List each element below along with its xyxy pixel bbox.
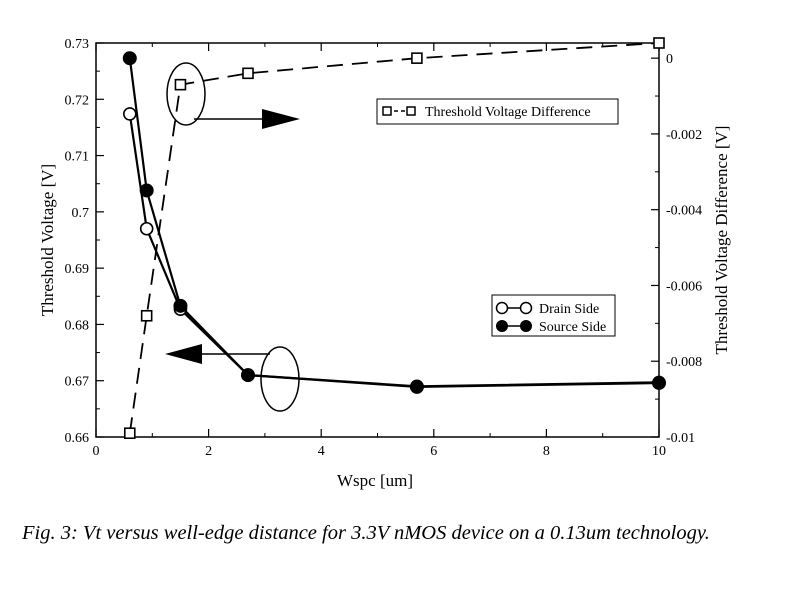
y-tick-label: 0.71: [65, 150, 90, 165]
source-side-marker: [173, 298, 188, 313]
y-tick-label: 0.69: [65, 262, 90, 277]
series-layer: [122, 37, 666, 440]
y-tick-label: 0.67: [65, 375, 90, 390]
x-tick-label: 0: [93, 444, 100, 459]
threshold-voltage-difference-marker: [411, 52, 423, 64]
annotation-arrow-right-head: [262, 109, 300, 129]
threshold-voltage-difference-marker: [123, 427, 136, 440]
source-side-marker: [241, 368, 256, 383]
y-tick-label: 0.73: [65, 37, 90, 52]
source-side-marker: [122, 51, 137, 66]
y-tick-label: 0.68: [65, 318, 90, 333]
x-tick-label: 2: [205, 444, 212, 459]
annotation-group-left: [165, 344, 300, 412]
y-axis-label: Threshold Voltage [V]: [38, 164, 57, 316]
legend-drain-label: Drain Side: [539, 302, 599, 317]
drain-side-marker: [122, 107, 137, 121]
source-side-marker: [139, 183, 154, 198]
drain-side-line: [128, 113, 660, 388]
legend-difference-marker: [382, 106, 392, 116]
legend-difference-marker: [406, 106, 416, 116]
threshold-voltage-difference-marker: [242, 67, 254, 80]
y2-tick-label: 0: [666, 52, 673, 67]
annotation-arrow-left-head: [165, 344, 202, 364]
source-side-marker: [409, 379, 424, 394]
annotation-ellipse-left-series: [260, 346, 300, 412]
legend-source-marker: [520, 320, 532, 332]
source-side-marker: [652, 375, 666, 390]
legend-difference-box: [376, 98, 619, 125]
figure-caption: Fig. 3: Vt versus well-edge distance for…: [22, 522, 710, 544]
legend-difference-label: Threshold Voltage Difference: [425, 105, 591, 120]
legend-source-marker: [496, 320, 508, 332]
y2-tick-label: -0.006: [666, 279, 702, 294]
legend-drain-marker: [495, 301, 509, 315]
x-axis-label: Wspc [um]: [337, 471, 413, 490]
vt-vs-wspc-chart: 0 2 4 6 8 10 0.66 0.67 0.68 0.69 0.7 0.71 0.72 0.73 -0…: [38, 37, 731, 490]
x-tick-label: 4: [318, 444, 325, 459]
legend-sides: Drain Side Source Side: [491, 294, 616, 337]
legend-source-label: Source Side: [539, 320, 606, 335]
y2-tick-label: -0.008: [666, 355, 702, 370]
source-side-line: [128, 58, 660, 389]
y2-tick-label: -0.01: [666, 431, 695, 446]
threshold-voltage-difference-line: [128, 42, 660, 434]
annotation-group-right: [166, 62, 300, 129]
y-tick-label: 0.7: [72, 206, 90, 221]
legend-difference: Threshold Voltage Difference: [376, 98, 619, 125]
drain-side-marker: [139, 221, 154, 236]
legend-drain-marker: [519, 301, 533, 315]
y2-axis-label: Threshold Voltage Difference [V]: [712, 126, 731, 355]
legend-sides-box: [491, 294, 616, 337]
y-tick-label: 0.66: [65, 431, 90, 446]
x-tick-label: 6: [430, 444, 437, 459]
threshold-voltage-difference-marker: [174, 78, 187, 91]
annotation-ellipse-right-series: [166, 62, 206, 126]
x-tick-label: 10: [652, 444, 666, 459]
y-tick-label: 0.72: [65, 93, 90, 108]
y2-tick-label: -0.004: [666, 204, 702, 219]
x-tick-label: 8: [543, 444, 550, 459]
threshold-voltage-difference-marker: [653, 37, 665, 49]
y2-tick-label: -0.002: [666, 128, 702, 143]
threshold-voltage-difference-marker: [140, 309, 153, 322]
